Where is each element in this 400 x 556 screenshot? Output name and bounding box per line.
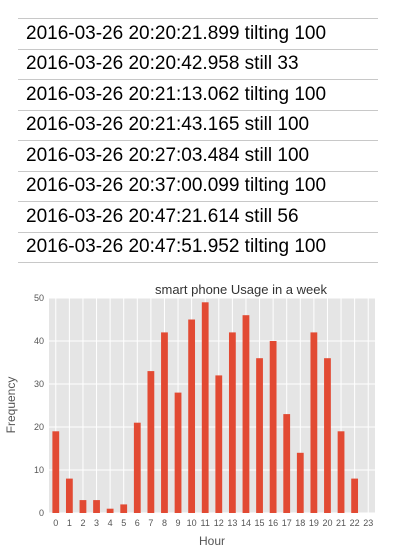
x-tick-label: 23 — [363, 518, 373, 528]
log-entry: 2016-03-26 20:37:00.099 tilting 100 — [18, 170, 378, 202]
x-tick-label: 17 — [282, 518, 292, 528]
x-tick-label: 12 — [214, 518, 224, 528]
log-entry: 2016-03-26 20:20:21.899 tilting 100 — [18, 18, 378, 50]
bar-hour-13 — [228, 332, 236, 513]
bar-hour-5 — [120, 504, 128, 513]
y-tick-label: 0 — [39, 508, 44, 518]
bar-hour-7 — [147, 371, 155, 513]
bars — [52, 302, 359, 513]
bar-hour-0 — [52, 431, 60, 513]
bar-hour-17 — [283, 414, 291, 513]
bar-hour-11 — [201, 302, 209, 513]
log-entry: 2016-03-26 20:21:43.165 still 100 — [18, 109, 378, 141]
bar-hour-9 — [174, 392, 182, 513]
log-entry: 2016-03-26 20:47:51.952 tilting 100 — [18, 231, 378, 263]
bar-hour-19 — [310, 332, 318, 513]
x-tick-label: 11 — [201, 518, 210, 528]
x-tick-label: 19 — [309, 518, 319, 528]
bar-hour-1 — [65, 478, 73, 513]
bar-hour-4 — [106, 508, 114, 513]
y-tick-label: 40 — [34, 336, 44, 346]
bar-hour-21 — [337, 431, 345, 513]
y-axis-label: Frequency — [4, 377, 18, 434]
log-row: 2016-03-26 20:47:21.614 still 56 — [18, 201, 378, 233]
log-row: 2016-03-26 20:27:03.484 still 100 — [18, 140, 378, 172]
bar-hour-20 — [324, 358, 331, 513]
log-row: 2016-03-26 20:21:13.062 tilting 100 — [18, 79, 378, 111]
plot-area — [49, 298, 375, 513]
y-tick-label: 20 — [34, 422, 44, 432]
x-tick-label: 16 — [268, 518, 278, 528]
x-tick-label: 1 — [67, 518, 72, 528]
x-tick-label: 4 — [108, 518, 113, 528]
log-row: 2016-03-26 20:37:00.099 tilting 100 — [18, 170, 378, 202]
x-tick-label: 14 — [241, 518, 251, 528]
x-tick-label: 15 — [255, 518, 265, 528]
x-tick-label: 10 — [187, 518, 197, 528]
x-tick-label: 13 — [227, 518, 237, 528]
bar-hour-6 — [133, 422, 141, 513]
bar-hour-16 — [269, 341, 277, 513]
usage-bar-chart: smart phone Usage in a week 0 10 20 30 40 50 0… — [4, 282, 375, 548]
bar-hour-14 — [242, 315, 250, 513]
chart-title: smart phone Usage in a week — [155, 282, 327, 297]
log-table: 2016-03-26 20:20:21.899 tilting 100 2016… — [18, 18, 378, 263]
log-row: 2016-03-26 20:21:43.165 still 100 — [18, 109, 378, 141]
log-entry: 2016-03-26 20:21:13.062 tilting 100 — [18, 79, 378, 111]
log-entry: 2016-03-26 20:20:42.958 still 33 — [18, 48, 378, 80]
x-tick-label: 7 — [148, 518, 153, 528]
log-entry: 2016-03-26 20:27:03.484 still 100 — [18, 140, 378, 172]
log-entry: 2016-03-26 20:47:21.614 still 56 — [18, 201, 378, 233]
x-tick-label: 3 — [94, 518, 99, 528]
log-row: 2016-03-26 20:20:42.958 still 33 — [18, 48, 378, 80]
x-tick-label: 21 — [336, 518, 346, 528]
y-tick-label: 30 — [34, 379, 44, 389]
y-tick-label: 50 — [34, 293, 44, 303]
x-axis-label: Hour — [199, 534, 225, 548]
x-tick-label: 8 — [162, 518, 167, 528]
x-tick-label: 5 — [121, 518, 126, 528]
x-tick-label: 6 — [135, 518, 140, 528]
x-tick-label: 18 — [295, 518, 305, 528]
bar-hour-10 — [188, 319, 196, 513]
x-tick-label: 9 — [176, 518, 181, 528]
log-row: 2016-03-26 20:20:21.899 tilting 100 — [18, 18, 378, 50]
bar-hour-12 — [215, 375, 223, 513]
x-tick-label: 0 — [53, 518, 58, 528]
x-tick-label: 22 — [350, 518, 360, 528]
bar-hour-15 — [256, 358, 263, 513]
x-tick-label: 2 — [80, 518, 85, 528]
x-tick-label: 20 — [322, 518, 332, 528]
bar-hour-3 — [93, 500, 100, 513]
y-tick-label: 10 — [34, 465, 44, 475]
bar-hour-8 — [161, 332, 168, 513]
log-row: 2016-03-26 20:47:51.952 tilting 100 — [18, 231, 378, 263]
bar-hour-22 — [351, 478, 359, 513]
bar-hour-2 — [79, 500, 87, 513]
bar-hour-18 — [296, 452, 304, 513]
